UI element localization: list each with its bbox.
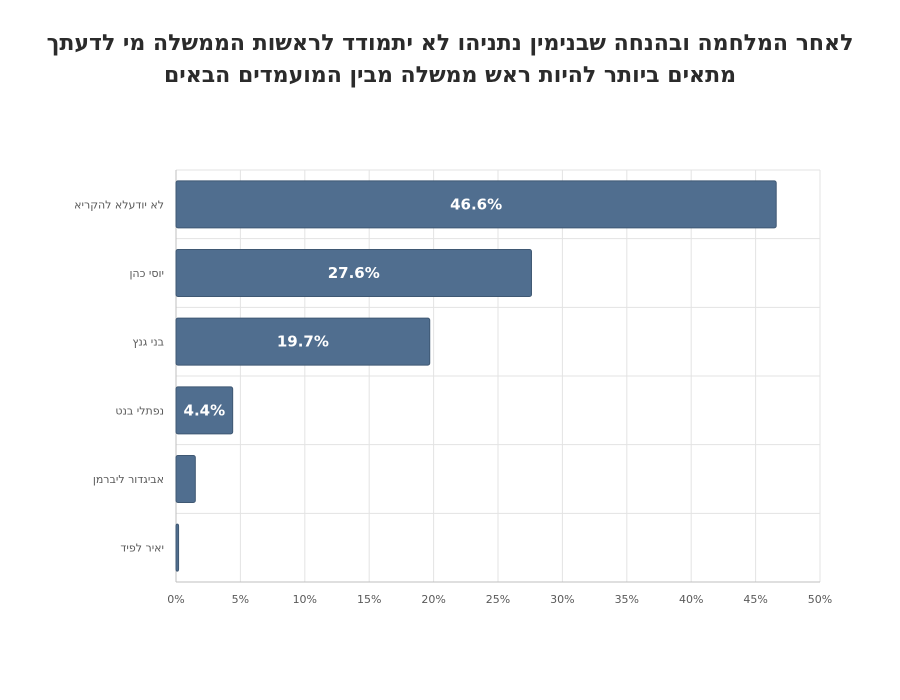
data-label: 27.6% — [328, 264, 380, 282]
bar — [175, 317, 431, 366]
x-tick-label: 20% — [421, 593, 445, 606]
x-tick-label: 50% — [808, 593, 832, 606]
category-label: בני גנץ — [132, 336, 164, 349]
bar — [175, 523, 180, 572]
category-label: נפתלי בנט — [115, 404, 164, 417]
chart-title: לאחר המלחמה ובהנחה שבנימין נתניהו לא יתמ… — [20, 28, 880, 92]
chart-title-line-2: מתאים ביותר להיות ראש ממשלה מבין המועמדי… — [163, 63, 737, 88]
data-label: 4.4% — [184, 401, 226, 419]
x-tick-label: 40% — [679, 593, 703, 606]
category-label: יאיר לפיד — [120, 542, 164, 555]
bar — [175, 180, 777, 229]
data-label: 19.7% — [277, 333, 329, 351]
x-tick-label: 15% — [357, 593, 381, 606]
x-tick-label: 25% — [486, 593, 510, 606]
x-tick-label: 10% — [293, 593, 317, 606]
x-tick-label: 5% — [232, 593, 249, 606]
bar — [175, 386, 234, 435]
x-tick-label: 0% — [167, 593, 184, 606]
x-tick-label: 35% — [615, 593, 639, 606]
category-label: אביגדור ליברמן — [93, 473, 164, 486]
x-tick-label: 30% — [550, 593, 574, 606]
bar — [175, 249, 532, 297]
bar — [175, 455, 196, 503]
data-label: 46.6% — [450, 195, 502, 213]
chart-title-line-1: לאחר המלחמה ובהנחה שבנימין נתניהו לא יתמ… — [46, 31, 854, 56]
x-tick-label: 45% — [743, 593, 767, 606]
category-label: יוסי כהן — [129, 267, 164, 280]
category-label: לא יודעלא להקריא — [74, 198, 164, 211]
